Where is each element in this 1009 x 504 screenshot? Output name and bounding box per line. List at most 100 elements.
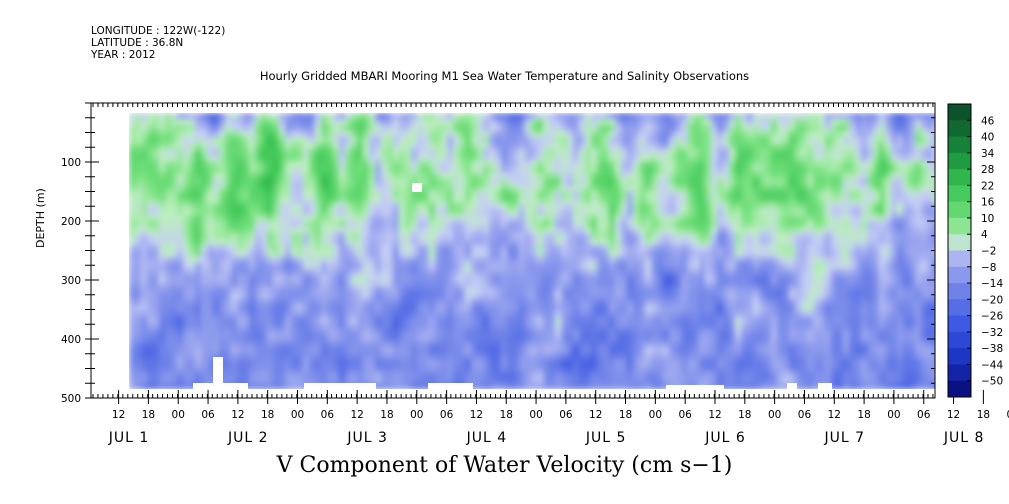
heatmap-cell bbox=[531, 347, 538, 354]
heatmap-cell bbox=[759, 257, 766, 264]
heatmap-cell bbox=[537, 167, 544, 174]
heatmap-cell bbox=[513, 359, 520, 366]
heatmap-cell bbox=[693, 359, 700, 366]
heatmap-cell bbox=[417, 179, 424, 186]
heatmap-cell bbox=[423, 263, 430, 270]
heatmap-cell bbox=[459, 347, 466, 354]
heatmap-cell bbox=[129, 371, 136, 378]
heatmap-cell bbox=[537, 233, 544, 240]
heatmap-cell bbox=[273, 221, 280, 228]
heatmap-cell bbox=[741, 191, 748, 198]
heatmap-cell bbox=[279, 137, 286, 144]
heatmap-cell bbox=[561, 167, 568, 174]
heatmap-cell bbox=[321, 359, 328, 366]
heatmap-cell bbox=[243, 323, 250, 330]
heatmap-cell bbox=[549, 227, 556, 234]
heatmap-cell bbox=[189, 365, 196, 372]
heatmap-cell bbox=[363, 227, 370, 234]
heatmap-cell bbox=[171, 383, 178, 389]
heatmap-cell bbox=[735, 329, 742, 336]
heatmap-cell bbox=[675, 263, 682, 270]
heatmap-cell bbox=[159, 281, 166, 288]
heatmap-cell bbox=[693, 227, 700, 234]
heatmap-cell bbox=[615, 371, 622, 378]
heatmap-cell bbox=[741, 359, 748, 366]
heatmap-cell bbox=[747, 197, 754, 204]
heatmap-cell bbox=[525, 335, 532, 342]
heatmap-cell bbox=[525, 125, 532, 132]
heatmap-cell bbox=[753, 257, 760, 264]
heatmap-cell bbox=[555, 191, 562, 198]
heatmap-cell bbox=[537, 239, 544, 246]
heatmap-cell bbox=[603, 269, 610, 276]
heatmap-cell bbox=[225, 287, 232, 294]
heatmap-cell bbox=[531, 179, 538, 186]
heatmap-cell bbox=[261, 383, 268, 389]
heatmap-cell bbox=[183, 317, 190, 324]
heatmap-cell bbox=[141, 317, 148, 324]
heatmap-cell bbox=[555, 203, 562, 210]
heatmap-cell bbox=[159, 353, 166, 360]
heatmap-cell bbox=[321, 257, 328, 264]
heatmap-cell bbox=[513, 281, 520, 288]
heatmap-cell bbox=[213, 329, 220, 336]
heatmap-cell bbox=[429, 149, 436, 156]
heatmap-cell bbox=[381, 329, 388, 336]
heatmap-cell bbox=[525, 269, 532, 276]
heatmap-cell bbox=[519, 317, 526, 324]
heatmap-cell bbox=[483, 311, 490, 318]
heatmap-cell bbox=[393, 305, 400, 312]
heatmap-cell bbox=[729, 383, 736, 389]
heatmap-cell bbox=[285, 293, 292, 300]
heatmap-cell bbox=[435, 113, 442, 120]
heatmap-cell bbox=[351, 245, 358, 252]
chart-title: Hourly Gridded MBARI Mooring M1 Sea Wate… bbox=[259, 69, 750, 83]
heatmap-cell bbox=[717, 311, 724, 318]
heatmap-cell bbox=[381, 269, 388, 276]
heatmap-cell bbox=[267, 365, 274, 372]
heatmap-cell bbox=[513, 269, 520, 276]
heatmap-cell bbox=[393, 269, 400, 276]
heatmap-cell bbox=[747, 287, 754, 294]
heatmap-cell bbox=[675, 197, 682, 204]
heatmap-cell bbox=[183, 167, 190, 174]
heatmap-cell bbox=[363, 173, 370, 180]
heatmap-cell bbox=[243, 329, 250, 336]
heatmap-cell bbox=[771, 359, 778, 366]
heatmap-cell bbox=[495, 257, 502, 264]
heatmap-cell bbox=[201, 173, 208, 180]
heatmap-cell bbox=[513, 317, 520, 324]
heatmap-cell bbox=[627, 371, 634, 378]
heatmap-cell bbox=[297, 173, 304, 180]
heatmap-cell bbox=[723, 143, 730, 150]
heatmap-cell bbox=[357, 185, 364, 192]
heatmap-cell bbox=[285, 323, 292, 330]
heatmap-cell bbox=[357, 305, 364, 312]
heatmap-cell bbox=[165, 185, 172, 192]
heatmap-cell bbox=[777, 221, 784, 228]
heatmap-cell bbox=[231, 179, 238, 186]
heatmap-cell bbox=[639, 209, 646, 216]
heatmap-cell bbox=[183, 305, 190, 312]
heatmap-cell bbox=[597, 227, 604, 234]
heatmap-cell bbox=[669, 377, 676, 384]
heatmap-cell bbox=[747, 299, 754, 306]
heatmap-cell bbox=[507, 149, 514, 156]
heatmap-cell bbox=[147, 113, 154, 120]
heatmap-cell bbox=[285, 221, 292, 228]
heatmap-cell bbox=[219, 323, 226, 330]
heatmap-cell bbox=[381, 359, 388, 366]
heatmap-cell bbox=[639, 257, 646, 264]
heatmap-cell bbox=[405, 173, 412, 180]
heatmap-cell bbox=[417, 257, 424, 264]
heatmap-cell bbox=[561, 341, 568, 348]
heatmap-cell bbox=[447, 161, 454, 168]
heatmap-cell bbox=[141, 227, 148, 234]
heatmap-cell bbox=[369, 263, 376, 270]
heatmap-cell bbox=[153, 215, 160, 222]
heatmap-cell bbox=[129, 197, 136, 204]
heatmap-cell bbox=[303, 191, 310, 198]
heatmap-cell bbox=[495, 215, 502, 222]
heatmap-cell bbox=[345, 299, 352, 306]
heatmap-cell bbox=[147, 353, 154, 360]
